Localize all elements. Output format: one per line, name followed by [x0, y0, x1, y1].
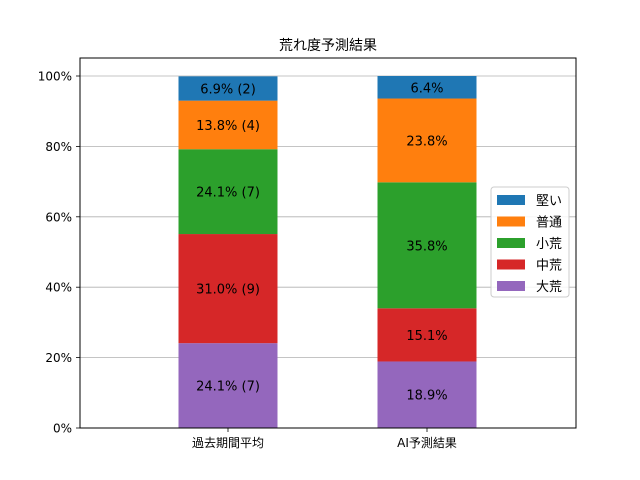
data-label: 24.1% (7) [196, 186, 260, 201]
legend-label: 堅い [536, 194, 562, 209]
legend-label: 小荒 [536, 237, 562, 252]
legend-swatch [497, 195, 525, 205]
legend-swatch [497, 259, 525, 270]
y-tick-label: 60% [45, 210, 72, 224]
y-tick-label: 0% [53, 422, 72, 436]
legend-swatch [497, 238, 525, 248]
legend-label: 大荒 [536, 280, 562, 295]
bar-segment [178, 100, 278, 150]
y-tick-label: 100% [38, 70, 72, 84]
y-tick-label: 80% [45, 140, 72, 154]
legend-swatch [497, 216, 525, 227]
legend-label: 中荒 [536, 259, 562, 274]
bar-segment [377, 308, 477, 362]
bar-segment [178, 234, 278, 344]
data-label: 23.8% [406, 134, 447, 149]
y-axis: 0% 20% 40% 60% 80% 100% [38, 70, 80, 436]
data-label: 24.1% (7) [196, 380, 260, 395]
chart-title: 荒れ度予測結果 [279, 38, 377, 54]
bar-segment [178, 343, 278, 428]
bar-segment [377, 98, 477, 183]
data-label: 35.8% [406, 239, 447, 254]
x-tick-label: AI予測結果 [397, 436, 457, 450]
bar-labels: 24.1% (7) 31.0% (9) 24.1% (7) 13.8% (4) 6.9%… [196, 81, 448, 403]
x-tick-label: 過去期間平均 [192, 436, 264, 450]
bar-segment [178, 76, 278, 101]
y-tick-label: 20% [45, 351, 72, 365]
plot-frame [79, 57, 577, 429]
y-tick-label: 40% [45, 281, 72, 295]
data-label: 18.9% [406, 389, 447, 404]
bar-segment [377, 182, 477, 309]
bar-segment [377, 76, 477, 99]
bars [178, 76, 477, 428]
data-label: 6.9% (2) [200, 82, 256, 97]
x-axis: 過去期間平均 AI予測結果 [192, 428, 457, 450]
data-label: 15.1% [406, 329, 447, 344]
data-label: 31.0% (9) [196, 283, 260, 298]
bar-segment [178, 149, 278, 235]
bar-segment [377, 361, 477, 428]
legend-label: 普通 [536, 216, 562, 231]
data-label: 13.8% (4) [196, 119, 260, 134]
data-label: 6.4% [410, 81, 443, 96]
legend-swatch [497, 281, 525, 291]
